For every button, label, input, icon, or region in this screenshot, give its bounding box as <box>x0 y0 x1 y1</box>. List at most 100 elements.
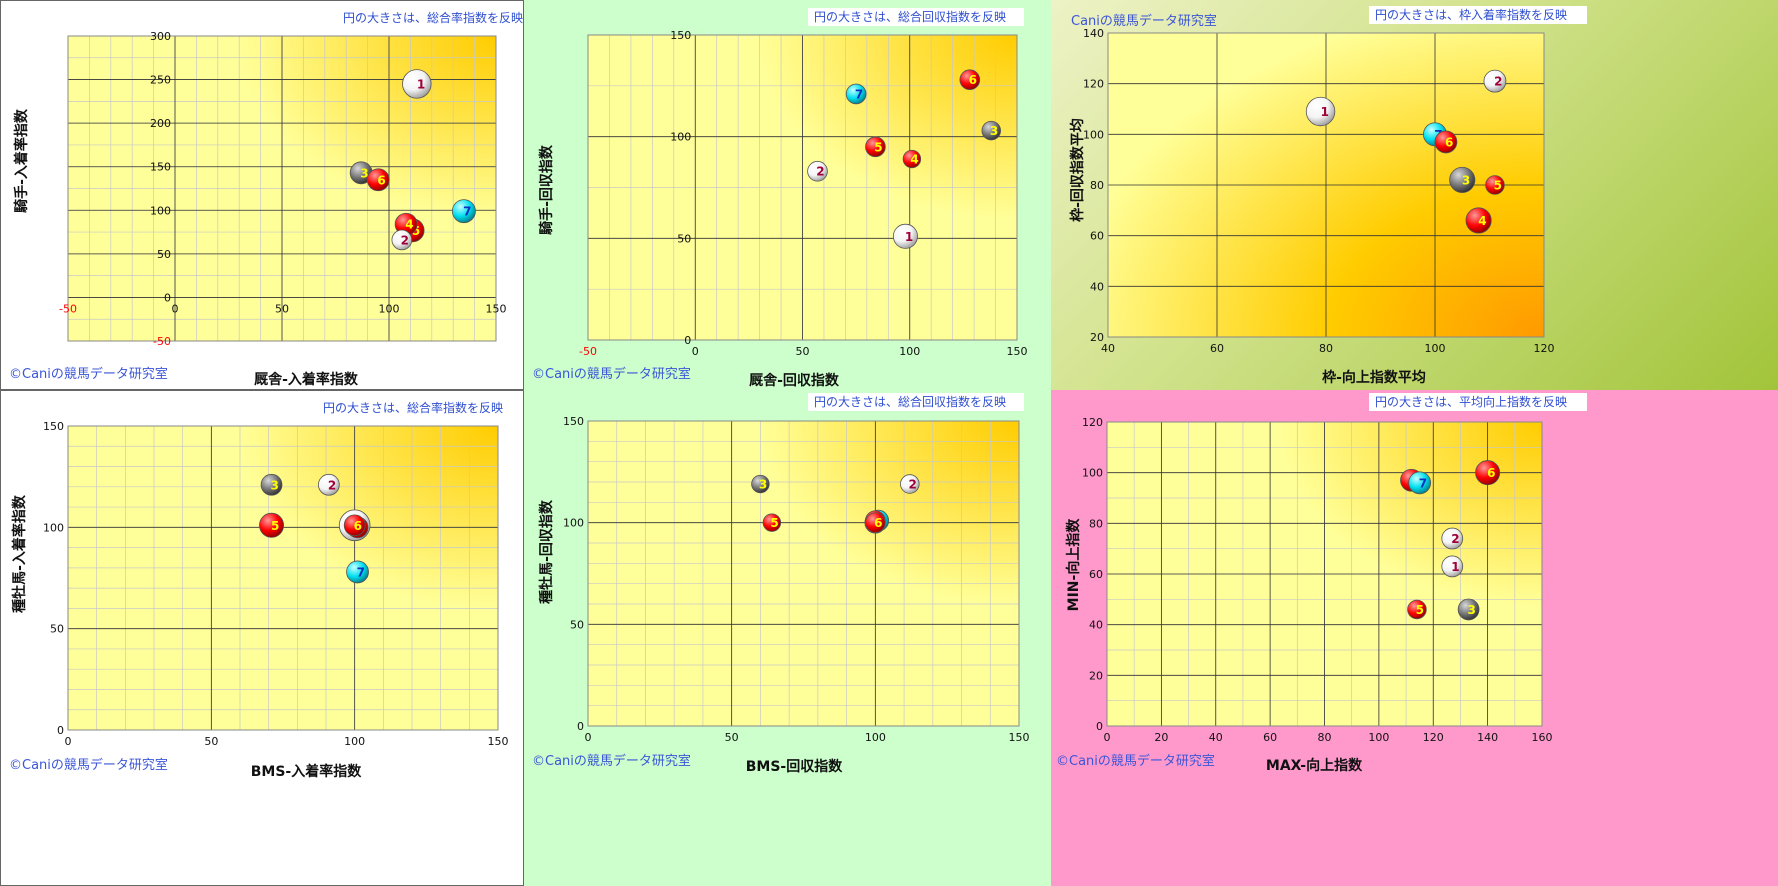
y-tick-label: 60 <box>1089 568 1103 581</box>
plot-area <box>68 426 498 730</box>
bubble-horse-2: 2 <box>807 160 828 182</box>
y-tick-label: 20 <box>1089 669 1103 682</box>
copyright-label: ©Caniの競馬データ研究室 <box>532 754 691 769</box>
x-axis-label: BMS-回収指数 <box>745 759 843 775</box>
x-tick-label: 0 <box>65 735 72 748</box>
bubble-label: 6 <box>1487 466 1495 480</box>
copyright-label: ©Caniの競馬データ研究室 <box>9 758 168 773</box>
bubble-label: 6 <box>354 519 362 533</box>
x-tick-label: 0 <box>172 302 179 315</box>
bubble-label: 2 <box>328 478 336 492</box>
bubble-horse-4: 4 <box>902 149 922 169</box>
bubble-horse-1: 1 <box>1305 96 1336 127</box>
y-tick-label: 140 <box>1083 27 1104 40</box>
bubble-label: 1 <box>417 77 425 91</box>
bubble-label: 4 <box>1478 214 1486 228</box>
bubble-horse-5: 5 <box>865 136 886 158</box>
bubble-label: 5 <box>874 140 882 154</box>
bubble-label: 3 <box>270 478 278 492</box>
bubble-label: 5 <box>271 519 279 533</box>
x-tick-label: 0 <box>1104 731 1111 744</box>
x-tick-label: 20 <box>1154 731 1168 744</box>
y-tick-label: 100 <box>670 131 691 144</box>
y-tick-label: -50 <box>153 335 171 348</box>
x-tick-label: 120 <box>1534 342 1555 355</box>
bubble-horse-6: 6 <box>1475 460 1501 486</box>
x-axis-label: 枠-向上指数平均 <box>1322 370 1426 386</box>
x-tick-label: 40 <box>1101 342 1115 355</box>
bubble-label: 2 <box>908 478 916 492</box>
chart-note: 円の大きさは、総合回収指数を反映 <box>808 393 1024 411</box>
y-tick-label: 0 <box>684 334 691 347</box>
bubble-horse-5: 5 <box>1407 599 1427 620</box>
y-tick-label: 150 <box>563 415 584 428</box>
x-tick-label: 0 <box>585 731 592 744</box>
chart-panel-sire-bms-return: 0501001500501001501746235 円の大きさは、総合回収指数を… <box>524 390 1051 886</box>
bubble-chart: 0501001500501001501746235 <box>563 415 1030 744</box>
x-axis-label: MAX-向上指数 <box>1265 758 1363 774</box>
x-tick-label: 140 <box>1477 731 1498 744</box>
bubble-label: 3 <box>1468 603 1476 617</box>
plot-border <box>587 34 1018 341</box>
bubble-label: 3 <box>759 478 767 492</box>
bubble-label: 5 <box>1494 179 1502 193</box>
bubble-horse-7: 7 <box>451 199 476 224</box>
bubble-horse-4: 4 <box>1465 207 1492 234</box>
y-tick-label: 20 <box>1090 331 1104 344</box>
bubble-chart: 406080100120204060801001201401347265 <box>1083 27 1555 355</box>
plot-border <box>1107 32 1545 338</box>
x-tick-label: 80 <box>1318 731 1332 744</box>
x-tick-label: 160 <box>1532 731 1553 744</box>
y-axis-label: 騎手-回収指数 <box>539 145 555 235</box>
y-tick-label: 100 <box>1082 467 1103 480</box>
bubble-label: 1 <box>905 230 913 244</box>
bubble-horse-6: 6 <box>1434 130 1458 154</box>
bubble-horse-1: 1 <box>1441 555 1464 578</box>
plot-area <box>588 421 1019 726</box>
plot-border <box>587 420 1020 727</box>
y-tick-label: 100 <box>150 204 171 217</box>
x-tick-label: 150 <box>486 302 507 315</box>
y-tick-label: 100 <box>1083 128 1104 141</box>
x-tick-label: 100 <box>899 345 920 358</box>
y-tick-label: 0 <box>57 724 64 737</box>
x-axis-label: BMS-入着率指数 <box>250 764 362 780</box>
bubble-horse-3: 3 <box>260 473 283 496</box>
y-tick-label: 40 <box>1090 280 1104 293</box>
chart-panel-stable-jockey-rate: -50 0 50 100 150 -50 0 50 100 150 200 250 300 1 5 7 3 4 6 2… <box>0 0 524 390</box>
bubble-horse-3: 3 <box>1457 598 1480 621</box>
x-tick-label: 100 <box>1368 731 1389 744</box>
y-tick-label: 50 <box>157 248 171 261</box>
bubble-label: 6 <box>377 173 385 187</box>
y-tick-label: 150 <box>670 29 691 42</box>
bubble-horse-5: 5 <box>762 513 782 532</box>
bubble-horse-6: 6 <box>865 512 886 533</box>
y-tick-label: 50 <box>677 232 691 245</box>
bubble-label: 7 <box>1419 476 1427 490</box>
x-tick-label: 50 <box>796 345 810 358</box>
x-tick-label: 80 <box>1319 342 1333 355</box>
y-tick-label: 60 <box>1090 230 1104 243</box>
y-tick-label: 0 <box>164 291 171 304</box>
chart-note: 円の大きさは、平均向上指数を反映 <box>1369 393 1587 411</box>
bubble-label: 3 <box>360 166 368 180</box>
bubble-label: 1 <box>1321 105 1329 119</box>
bubble-horse-1: 1 <box>892 223 918 249</box>
bubble-label: 6 <box>969 73 977 87</box>
y-tick-label: 40 <box>1089 619 1103 632</box>
bubble-label: 1 <box>1451 560 1459 574</box>
chart-panel-sire-bms-rate: 0501001500501001501572346 円の大きさは、総合率指数を反… <box>0 390 524 886</box>
bubble-label: 5 <box>770 516 778 530</box>
y-tick-label: 100 <box>43 521 64 534</box>
bubble-horse-6: 6 <box>366 168 390 192</box>
chart-panel-gate: 406080100120204060801001201401347265 円の大… <box>1051 0 1778 390</box>
bubble-label: 2 <box>1494 75 1502 89</box>
chart-note: 円の大きさは、枠入着率指数を反映 <box>1369 6 1587 24</box>
bubble-horse-2: 2 <box>900 474 920 494</box>
y-tick-label: 150 <box>43 420 64 433</box>
bubble-label: 4 <box>405 218 413 232</box>
y-tick-label: 150 <box>150 161 171 174</box>
bubble-horse-3: 3 <box>1449 166 1476 193</box>
y-tick-label: 200 <box>150 117 171 130</box>
